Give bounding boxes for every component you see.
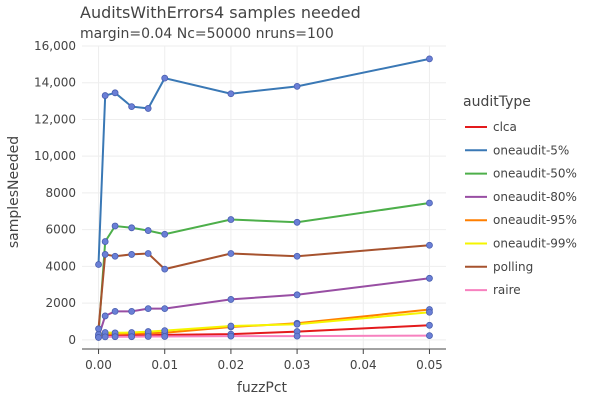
legend-item-polling: polling xyxy=(465,260,533,274)
x-axis: 0.00 0.01 0.02 0.03 0.04 0.05 xyxy=(82,348,446,372)
data-point-oneaudit-80 xyxy=(293,291,301,299)
y-tick-label: 14,000 xyxy=(34,76,76,90)
data-point-oneaudit-80 xyxy=(128,307,136,315)
plot-area xyxy=(95,55,433,341)
data-point-oneaudit-5 xyxy=(426,55,433,63)
chart-title: AuditsWithErrors4 samples needed xyxy=(80,3,361,22)
y-tick-label: 2000 xyxy=(45,296,76,310)
legend-title: auditType xyxy=(463,94,531,110)
y-tick-label: 0 xyxy=(68,333,76,347)
data-point-raire xyxy=(128,333,136,341)
data-point-raire xyxy=(161,333,169,340)
data-point-oneaudit-5 xyxy=(128,103,136,110)
y-tick-label: 16,000 xyxy=(34,39,76,53)
data-point-raire xyxy=(111,333,119,341)
chart-subtitle: margin=0.04 Nc=50000 nruns=100 xyxy=(80,26,334,42)
legend: auditType clca oneaudit-5% oneaudit-50% one… xyxy=(463,94,577,297)
x-tick-label: 0.02 xyxy=(218,358,245,372)
data-point-polling xyxy=(426,241,433,249)
legend-label: polling xyxy=(493,260,533,274)
data-point-raire xyxy=(227,332,235,340)
data-point-oneaudit-5 xyxy=(101,92,109,99)
data-point-raire xyxy=(95,334,102,341)
data-point-polling xyxy=(95,325,102,333)
grid xyxy=(82,45,446,349)
data-point-oneaudit-50 xyxy=(128,224,136,232)
data-point-oneaudit-5 xyxy=(144,105,152,112)
data-point-oneaudit-50 xyxy=(227,216,235,223)
data-point-oneaudit-50 xyxy=(101,238,109,245)
legend-label: oneaudit-99% xyxy=(493,237,577,251)
series-polling xyxy=(95,241,433,333)
legend-label: oneaudit-50% xyxy=(493,167,577,181)
legend-label: oneaudit-80% xyxy=(493,190,577,204)
data-point-oneaudit-5 xyxy=(111,89,119,97)
data-point-oneaudit-50 xyxy=(111,222,119,230)
x-tick-label: 0.04 xyxy=(350,358,377,372)
legend-item-oneaudit-95: oneaudit-95% xyxy=(465,213,577,227)
data-point-polling xyxy=(101,251,109,258)
y-tick-label: 10,000 xyxy=(34,149,76,163)
legend-label: oneaudit-95% xyxy=(493,213,577,227)
data-point-polling xyxy=(161,265,169,273)
legend-item-oneaudit-5: oneaudit-5% xyxy=(465,143,569,157)
data-point-oneaudit-50 xyxy=(144,227,152,234)
data-point-oneaudit-99 xyxy=(227,322,235,330)
y-tick-label: 4000 xyxy=(45,259,76,273)
data-point-oneaudit-80 xyxy=(144,305,152,313)
legend-item-oneaudit-99: oneaudit-99% xyxy=(465,237,577,251)
data-point-oneaudit-50 xyxy=(293,218,301,226)
data-point-oneaudit-5 xyxy=(161,74,169,82)
data-point-oneaudit-80 xyxy=(111,307,119,315)
legend-items: clca oneaudit-5% oneaudit-50% oneaudit-80% o… xyxy=(465,120,577,297)
data-point-oneaudit-99 xyxy=(426,308,433,316)
legend-item-clca: clca xyxy=(465,120,517,134)
data-point-polling xyxy=(144,250,152,257)
data-point-oneaudit-5 xyxy=(293,83,301,90)
data-point-oneaudit-80 xyxy=(161,305,169,313)
data-point-raire xyxy=(101,333,109,341)
legend-item-oneaudit-50: oneaudit-50% xyxy=(465,167,577,181)
x-tick-label: 0.01 xyxy=(151,358,178,372)
series-oneaudit-50 xyxy=(95,199,433,339)
legend-item-oneaudit-80: oneaudit-80% xyxy=(465,190,577,204)
series-oneaudit-5 xyxy=(95,55,433,268)
data-point-oneaudit-80 xyxy=(426,274,433,282)
data-point-polling xyxy=(293,252,301,260)
data-point-oneaudit-80 xyxy=(227,296,235,303)
legend-label: raire xyxy=(493,283,521,297)
series-oneaudit-80 xyxy=(95,274,433,341)
data-point-oneaudit-5 xyxy=(227,90,235,98)
data-point-oneaudit-80 xyxy=(101,312,109,320)
y-axis-title: samplesNeeded xyxy=(6,136,22,248)
series-raire xyxy=(95,332,433,341)
y-tick-label: 8000 xyxy=(45,186,76,200)
data-point-raire xyxy=(293,332,301,340)
legend-item-raire: raire xyxy=(465,283,521,297)
data-point-oneaudit-5 xyxy=(95,261,102,268)
data-point-polling xyxy=(128,251,136,258)
x-axis-title: fuzzPct xyxy=(237,380,288,396)
legend-label: oneaudit-5% xyxy=(493,143,569,157)
legend-label: clca xyxy=(493,120,517,134)
y-tick-label: 12,000 xyxy=(34,112,76,126)
data-point-oneaudit-50 xyxy=(426,199,433,207)
data-point-raire xyxy=(144,333,152,340)
data-point-clca xyxy=(426,321,433,329)
x-tick-label: 0.05 xyxy=(416,358,443,372)
y-axis: 0 2000 4000 6000 8000 10,000 12,000 14,000 16,00… xyxy=(34,39,76,347)
data-point-oneaudit-99 xyxy=(293,320,301,328)
x-tick-label: 0.03 xyxy=(284,358,311,372)
y-tick-label: 6000 xyxy=(45,223,76,237)
data-point-oneaudit-99 xyxy=(161,327,169,335)
x-tick-label: 0.00 xyxy=(85,358,112,372)
data-point-raire xyxy=(426,332,433,339)
data-point-polling xyxy=(111,252,119,260)
data-point-polling xyxy=(227,250,235,257)
data-point-oneaudit-50 xyxy=(161,230,169,238)
